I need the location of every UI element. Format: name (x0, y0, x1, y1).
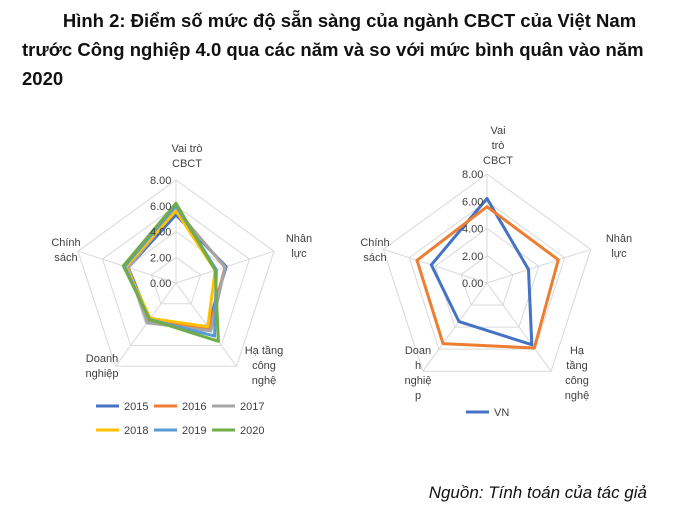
chart2-axis-label: tầng (566, 360, 587, 372)
chart2-series-VN (429, 197, 534, 347)
chart1-axis-label: Doanh (86, 353, 118, 365)
chart2-axis-label: Hạ (570, 345, 585, 357)
chart1-tick-label: 8.00 (150, 175, 171, 187)
chart2-grid-ring-3 (408, 200, 566, 350)
chart2-grid-ring-1 (460, 255, 514, 306)
chart1-axis-label: nghiệp (85, 368, 118, 380)
chart1-tick-label: 2.00 (150, 252, 171, 264)
chart2-tick-label: 2.00 (462, 251, 483, 263)
chart2-spoke-3 (422, 282, 488, 372)
chart1-legend-label: 2020 (240, 425, 264, 437)
chart1-axis-label: lực (291, 248, 307, 260)
chart2-spoke-4 (383, 248, 488, 284)
chart1-legend-label: 2015 (124, 401, 148, 413)
chart1-tick-label: 6.00 (150, 201, 171, 213)
chart1-axis-label: Hạ tầng (245, 345, 284, 357)
figure-title-line-3: 2020 (22, 68, 64, 89)
chart1-axis-label: Vai trò (172, 143, 203, 155)
chart1-axis-label: công (252, 360, 276, 372)
chart2-spoke-1 (486, 248, 591, 284)
chart1-spoke-2 (175, 282, 237, 367)
chart2-axis-label: h (415, 360, 421, 372)
chart2-axis-label: Doan (405, 345, 431, 357)
chart1-legend-label: 2017 (240, 401, 264, 413)
chart1-axis-label: Chính (51, 237, 80, 249)
chart2-axis-label: công (565, 375, 589, 387)
chart2-tick-label: 6.00 (462, 196, 483, 208)
chart2-axis-label: Vai (490, 125, 505, 137)
chart2-series-series-2 (415, 205, 560, 350)
chart2-grid-ring-2 (434, 227, 540, 328)
source-note: Nguồn: Tính toán của tác giả (428, 483, 647, 502)
chart1-legend-label: 2018 (124, 425, 148, 437)
chart1-axis-label: Nhân (286, 233, 312, 245)
chart2-grid-ring-4 (382, 173, 592, 372)
chart2-axis-label: nghệ (565, 390, 589, 402)
chart1-legend-label: 2016 (182, 401, 206, 413)
chart2-tick-label: 0.00 (462, 278, 483, 290)
chart2-axis-label: p (415, 390, 421, 402)
chart1-grid-ring-1 (150, 256, 202, 305)
chart2-legend-label: VN (494, 407, 509, 419)
chart1-grid-ring-3 (101, 205, 251, 346)
chart2-tick-label: 8.00 (462, 169, 483, 181)
figure-title-line-1: Hình 2: Điểm số mức độ sẵn sàng của ngàn… (62, 10, 637, 31)
chart1-tick-label: 0.00 (150, 278, 171, 290)
chart1-legend-label: 2019 (182, 425, 206, 437)
chart2-axis-label: nghiệ (405, 375, 432, 387)
chart1-grid-ring-4 (77, 179, 275, 367)
figure-title: Hình 2: Điểm số mức độ sẵn sàng của ngàn… (0, 6, 691, 93)
chart1-axis-label: CBCT (172, 158, 202, 170)
chart2-spoke-2 (486, 282, 552, 372)
figure-title-line-2: trước Công nghiệp 4.0 qua các năm và so … (22, 39, 644, 60)
chart1-spoke-3 (115, 282, 177, 367)
chart2-axis-label: trò (492, 140, 505, 152)
chart2-axis-label: Nhân (606, 233, 632, 245)
chart2-axis-label: Chính (360, 237, 389, 249)
chart1-series-2020 (121, 201, 220, 343)
chart2-axis-label: sách (363, 252, 386, 264)
chart1-axis-label: nghệ (252, 375, 276, 387)
chart2-tick-label: 4.00 (462, 224, 483, 236)
chart1-axis-label: sách (54, 252, 77, 264)
chart2-axis-label: CBCT (483, 155, 513, 167)
chart2-axis-label: lực (611, 248, 627, 260)
chart1-tick-label: 4.00 (150, 227, 171, 239)
